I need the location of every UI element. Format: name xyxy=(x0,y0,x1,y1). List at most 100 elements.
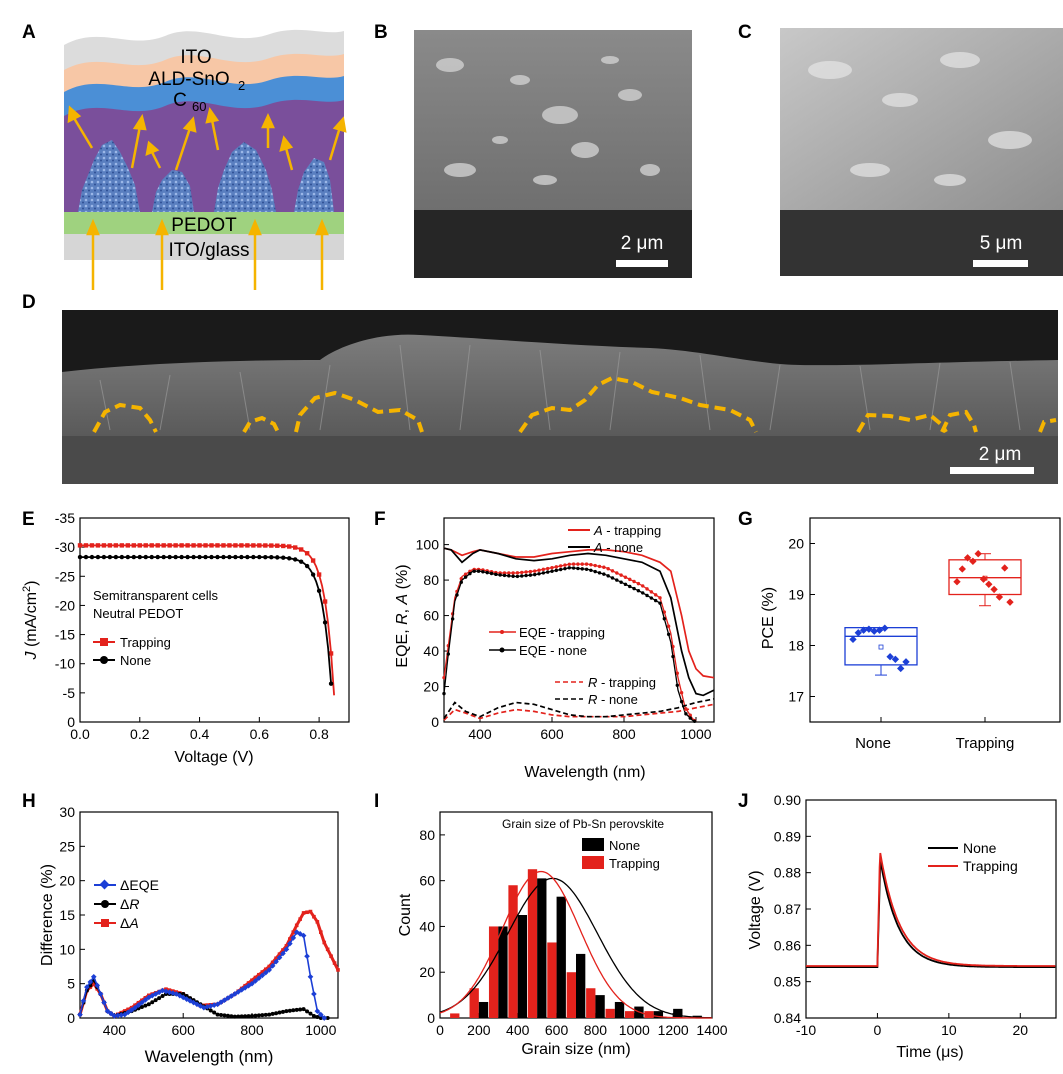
diff-point-da xyxy=(305,910,309,915)
ito-top-layer xyxy=(64,29,344,70)
bar-trapping xyxy=(566,972,576,1018)
legend-f: A - trapping A - none EQE - trapping EQE… xyxy=(489,523,661,707)
x-tick-label: 800 xyxy=(584,1022,608,1038)
x-tick-label: 800 xyxy=(240,1022,264,1038)
eqe-point xyxy=(511,574,515,578)
eqe-point xyxy=(662,610,667,614)
axis-label-j-y: Voltage (V) xyxy=(747,870,764,949)
eqe-point xyxy=(684,712,688,716)
legend-label-h-deqe: ΔEQE xyxy=(120,877,159,893)
eqe-point xyxy=(468,571,472,576)
axis-label-i-y: Count xyxy=(397,893,414,936)
jv-point-trapping xyxy=(227,543,232,548)
legend-marker-f-eqe-none xyxy=(499,647,505,653)
eqe-point xyxy=(545,566,550,571)
x-tick-label: 1400 xyxy=(696,1022,727,1038)
x-tick-label: 0.4 xyxy=(190,726,210,742)
eqe-point xyxy=(615,578,619,582)
bar-trapping xyxy=(450,1013,460,1018)
y-tick-label: 0.85 xyxy=(774,974,801,990)
diff-point-deqe xyxy=(262,969,269,976)
diff-point-da xyxy=(284,944,289,948)
jv-point-trapping xyxy=(173,543,178,548)
eqe-point xyxy=(528,569,533,574)
jv-point-trapping xyxy=(95,543,101,548)
eqe-point xyxy=(666,624,671,628)
eqe-point xyxy=(658,601,662,605)
eqe-point xyxy=(636,589,641,593)
jv-point-none xyxy=(215,554,220,560)
series-f xyxy=(442,547,715,723)
eqe-point xyxy=(515,574,520,579)
panel-b: B 2 μm xyxy=(374,22,692,278)
jv-point-none xyxy=(239,554,244,560)
bar-none xyxy=(498,926,508,1018)
y-tick-label: 19 xyxy=(788,587,804,603)
bar-none xyxy=(576,953,586,1018)
eqe-point xyxy=(476,569,481,573)
jv-point-none xyxy=(185,554,190,560)
bar-trapping xyxy=(508,885,518,1018)
eqe-point xyxy=(563,563,567,567)
scale-bar-d xyxy=(950,467,1034,474)
eqe-point xyxy=(584,562,589,566)
jv-point-none xyxy=(275,555,280,560)
eqe-point xyxy=(671,654,675,659)
jv-point-trapping xyxy=(191,543,196,548)
jv-point-none xyxy=(131,554,136,560)
jv-point-trapping xyxy=(155,543,160,548)
bar-none xyxy=(556,896,566,1018)
jv-point-trapping xyxy=(113,543,119,548)
scale-label-c: 5 μm xyxy=(980,233,1023,254)
scale-bar-c xyxy=(973,260,1028,267)
diff-point-dr xyxy=(253,1013,258,1018)
jv-point-none xyxy=(293,557,298,562)
bar-trapping xyxy=(624,1011,635,1018)
eqe-point xyxy=(597,571,602,575)
layer-label-ald-sub: 2 xyxy=(238,78,245,93)
eqe-point xyxy=(463,575,468,579)
x-tick-label: 800 xyxy=(612,726,636,742)
legend-label-f-r-trapping: R - trapping xyxy=(588,675,656,690)
eqe-point xyxy=(615,571,619,575)
y-tick-label: 0 xyxy=(431,714,439,730)
diff-point-dr xyxy=(287,1008,292,1013)
diff-point-deqe xyxy=(77,1011,83,1018)
diff-point-dr xyxy=(157,996,162,1001)
jv-point-trapping xyxy=(263,543,268,548)
sem-surface-c xyxy=(780,28,1063,210)
diff-point-deqe xyxy=(94,982,101,989)
eqe-point xyxy=(567,562,571,566)
layer-label-ito: ITO xyxy=(180,47,211,68)
diff-point-deqe xyxy=(80,998,87,1004)
pce-point-trapping xyxy=(990,585,998,594)
light-arrows xyxy=(67,105,347,290)
y-tick-label: 0.86 xyxy=(774,937,801,953)
legend-label-f-a-trapping: A - trapping xyxy=(593,523,661,538)
jv-point-trapping xyxy=(298,547,304,552)
y-tick-label: 0.88 xyxy=(774,865,801,881)
jv-point-trapping xyxy=(125,543,131,548)
x-tick-label: 1200 xyxy=(658,1022,689,1038)
chart-title-i: Grain size of Pb-Sn perovskite xyxy=(502,817,664,831)
diff-point-dr xyxy=(160,994,165,999)
eqe-point xyxy=(658,596,662,600)
jv-point-trapping xyxy=(328,651,334,656)
diff-point-dr xyxy=(232,1014,237,1019)
spectrum-a-trapping xyxy=(443,547,715,679)
jv-point-none xyxy=(245,554,250,560)
diff-point-da xyxy=(277,952,282,956)
eqe-point xyxy=(610,576,615,580)
diff-point-deqe xyxy=(321,1015,328,1021)
eqe-point xyxy=(502,571,507,575)
axis-ticks-f: 400 600 800 1000 0 20 40 60 80 100 xyxy=(416,537,712,742)
diff-point-dr xyxy=(267,1012,272,1017)
axis-label-e-x: Voltage (V) xyxy=(174,749,253,766)
diff-point-dr xyxy=(143,1003,148,1008)
eqe-point xyxy=(537,572,541,576)
legend-h: ΔEQE ΔR ΔA xyxy=(94,877,159,931)
grain-2 xyxy=(152,170,194,212)
eqe-point xyxy=(636,581,641,586)
panel-c: C 5 μm xyxy=(738,22,1063,276)
